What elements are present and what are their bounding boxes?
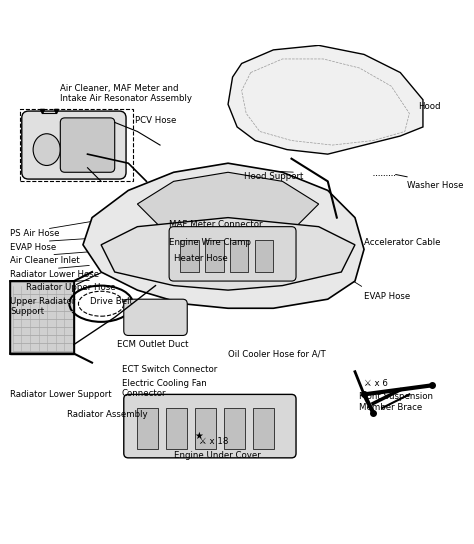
Bar [195, 408, 216, 449]
Text: $\bigstar$: $\bigstar$ [193, 430, 204, 441]
Polygon shape [83, 163, 364, 308]
Text: Drive Belt: Drive Belt [90, 297, 133, 306]
Polygon shape [101, 218, 355, 290]
Text: Air Cleaner Inlet: Air Cleaner Inlet [10, 256, 80, 265]
Text: Hood Support: Hood Support [244, 172, 303, 181]
Text: Heater Hose: Heater Hose [173, 254, 228, 263]
Text: Accelerator Cable: Accelerator Cable [364, 238, 440, 247]
Text: Electric Cooling Fan
Connector: Electric Cooling Fan Connector [121, 379, 206, 398]
Text: Engine Wire Clamp: Engine Wire Clamp [169, 238, 251, 247]
FancyBboxPatch shape [22, 111, 126, 179]
Bar [230, 240, 248, 272]
FancyBboxPatch shape [60, 118, 115, 172]
Text: Upper Radiator
Support: Upper Radiator Support [10, 297, 76, 316]
FancyBboxPatch shape [169, 227, 296, 281]
Text: ⚔ x 18: ⚔ x 18 [199, 437, 228, 447]
Text: Radiator Upper Hose: Radiator Upper Hose [27, 283, 116, 292]
Ellipse shape [33, 134, 60, 165]
Text: EVAP Hose: EVAP Hose [364, 292, 410, 301]
Text: Oil Cooler Hose for A/T: Oil Cooler Hose for A/T [228, 349, 326, 358]
Bar [224, 408, 245, 449]
Text: EVAP Hose: EVAP Hose [10, 243, 57, 251]
Text: Radiator Assembly: Radiator Assembly [67, 410, 148, 419]
Text: Air Cleaner, MAF Meter and
Intake Air Resonator Assembly: Air Cleaner, MAF Meter and Intake Air Re… [60, 84, 192, 103]
Text: Hood: Hood [419, 102, 441, 111]
Bar [19, 109, 133, 181]
Text: PCV Hose: PCV Hose [135, 116, 176, 125]
Text: Engine Under Cover: Engine Under Cover [173, 451, 260, 460]
Bar [10, 281, 74, 354]
Text: ECT Switch Connector: ECT Switch Connector [121, 365, 217, 374]
Text: Front Suspension
Member Brace: Front Suspension Member Brace [359, 392, 434, 411]
Bar [10, 281, 74, 354]
Text: ECM Outlet Duct: ECM Outlet Duct [117, 340, 189, 349]
Polygon shape [228, 45, 423, 154]
FancyBboxPatch shape [124, 394, 296, 458]
Bar [137, 408, 158, 449]
Text: Radiator Lower Hose: Radiator Lower Hose [10, 270, 100, 279]
Text: MAF Meter Connector: MAF Meter Connector [169, 220, 263, 229]
Text: PS Air Hose: PS Air Hose [10, 229, 60, 238]
FancyBboxPatch shape [124, 299, 187, 336]
Text: Radiator Lower Support: Radiator Lower Support [10, 390, 112, 399]
Bar [254, 408, 274, 449]
Bar [181, 240, 199, 272]
Bar [166, 408, 187, 449]
Text: ⚔ x 6: ⚔ x 6 [364, 379, 388, 387]
Bar [205, 240, 224, 272]
Polygon shape [137, 172, 319, 236]
Bar [255, 240, 273, 272]
Text: Washer Hose: Washer Hose [407, 181, 464, 190]
